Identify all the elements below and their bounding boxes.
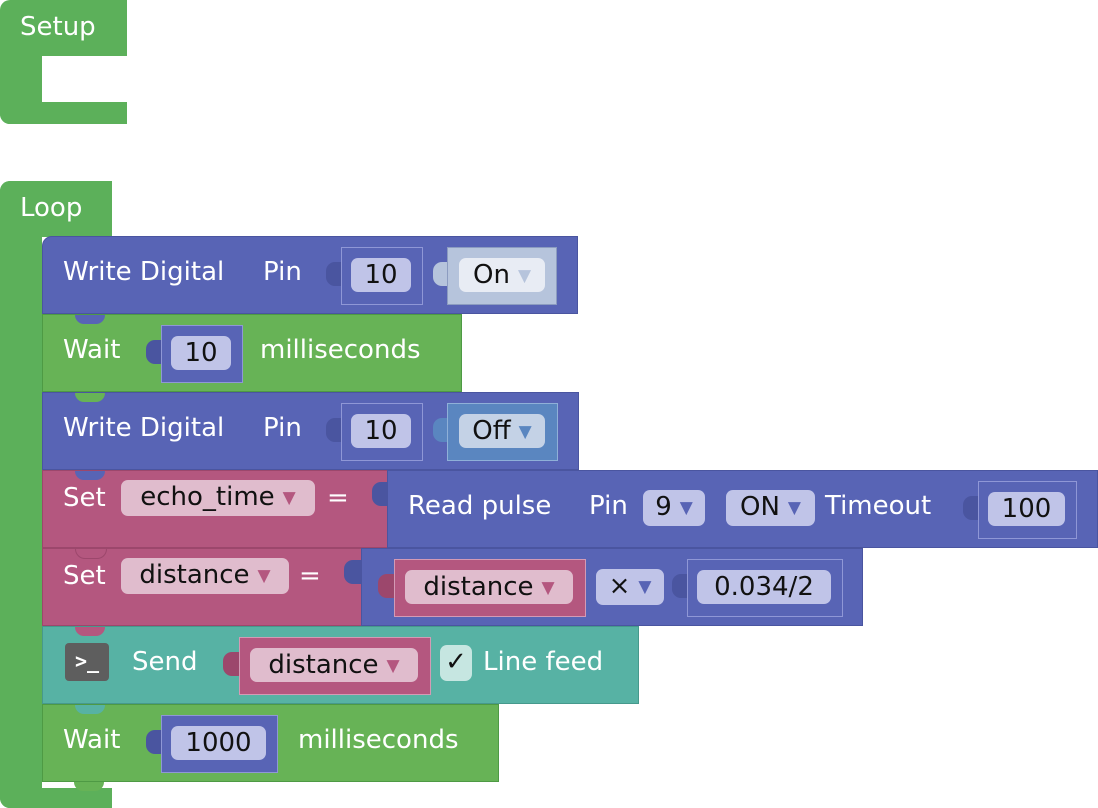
variable-dropdown[interactable]: distance ▼	[121, 558, 289, 594]
wait-value[interactable]: 1000	[171, 726, 266, 760]
wait-label: Wait	[63, 335, 121, 365]
pin-label: Pin	[589, 491, 628, 521]
dropdown-arrow-icon: ▼	[679, 498, 693, 518]
pin-label: Pin	[263, 413, 302, 443]
number-value[interactable]: 0.034/2	[697, 570, 831, 604]
variable-dropdown[interactable]: distance ▼	[250, 648, 418, 682]
line-feed-checkbox[interactable]: ✓	[440, 645, 472, 681]
state-dropdown[interactable]: Off ▼	[459, 414, 545, 448]
wait-label: Wait	[63, 725, 121, 755]
timeout-value[interactable]: 100	[988, 492, 1065, 526]
wait-block[interactable]: Wait 10 milliseconds	[42, 314, 462, 392]
dropdown-arrow-icon: ▼	[517, 266, 532, 286]
read-pulse-block[interactable]: Read pulse Pin 9 ▼ ON ▼ Timeout 100	[387, 470, 1098, 548]
equals-label: =	[299, 561, 321, 591]
line-feed-label: Line feed	[483, 647, 604, 677]
timeout-label: Timeout	[825, 491, 932, 521]
dropdown-arrow-icon: ▼	[518, 422, 532, 442]
dropdown-arrow-icon: ▼	[386, 656, 400, 676]
milliseconds-label: milliseconds	[260, 335, 421, 365]
set-variable-block[interactable]: Set distance ▼ =	[42, 548, 362, 626]
wait-value[interactable]: 10	[171, 336, 231, 370]
pin-dropdown[interactable]: 9 ▼	[643, 490, 705, 526]
setup-label: Setup	[20, 12, 96, 42]
wait-block[interactable]: Wait 1000 milliseconds	[42, 704, 499, 782]
send-label: Send	[132, 647, 198, 677]
set-label: Set	[63, 561, 106, 591]
variable-dropdown[interactable]: distance ▼	[405, 570, 573, 604]
loop-block[interactable]: Loop	[0, 181, 112, 808]
write-digital-label: Write Digital	[63, 257, 225, 287]
dropdown-arrow-icon: ▼	[638, 577, 652, 597]
pin-label: Pin	[263, 257, 302, 287]
level-dropdown[interactable]: ON ▼	[726, 490, 815, 526]
write-digital-block[interactable]: Write Digital Pin 10 On ▼	[42, 236, 578, 314]
serial-send-block[interactable]: >_ Send distance ▼ ✓ Line feed	[42, 626, 639, 704]
math-multiply-block[interactable]: distance ▼ × ▼ 0.034/2	[361, 548, 863, 626]
dropdown-arrow-icon: ▼	[541, 578, 555, 598]
loop-label: Loop	[20, 193, 83, 223]
terminal-icon: >_	[65, 643, 109, 681]
dropdown-arrow-icon: ▼	[787, 498, 801, 518]
variable-dropdown[interactable]: echo_time ▼	[121, 480, 315, 516]
milliseconds-label: milliseconds	[298, 725, 459, 755]
write-digital-block[interactable]: Write Digital Pin 10 Off ▼	[42, 392, 579, 470]
dropdown-arrow-icon: ▼	[257, 566, 271, 586]
set-label: Set	[63, 483, 106, 513]
set-variable-block[interactable]: Set echo_time ▼ =	[42, 470, 388, 548]
operator-dropdown[interactable]: × ▼	[596, 569, 664, 605]
write-digital-label: Write Digital	[63, 413, 225, 443]
state-dropdown[interactable]: On ▼	[459, 258, 545, 292]
dropdown-arrow-icon: ▼	[282, 488, 296, 508]
setup-block[interactable]: Setup	[0, 0, 127, 124]
pin-value[interactable]: 10	[351, 414, 411, 448]
pin-value[interactable]: 10	[351, 258, 411, 292]
equals-label: =	[327, 483, 349, 513]
read-pulse-label: Read pulse	[408, 491, 552, 521]
